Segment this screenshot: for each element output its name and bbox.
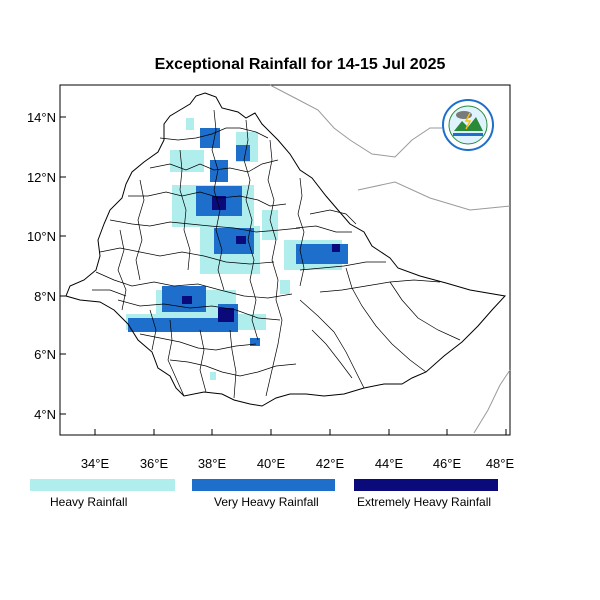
x-tick-label: 46°E [433, 456, 462, 471]
ethiopian-meteorology-institute-logo-icon [442, 99, 494, 151]
neighbor-borders [269, 84, 511, 434]
map-title: Exceptional Rainfall for 14-15 Jul 2025 [154, 56, 446, 73]
y-tick-label: 6°N [34, 347, 56, 362]
x-tick-label: 34°E [81, 456, 110, 471]
x-tick-label: 48°E [486, 456, 515, 471]
x-tick-label: 40°E [257, 456, 286, 471]
y-axis: 14°N 12°N 10°N 8°N 6°N 4°N [27, 110, 66, 422]
rainfall-very-heavy-cells [128, 128, 348, 346]
y-tick-label: 10°N [27, 229, 56, 244]
x-tick-label: 38°E [198, 456, 227, 471]
legend-label-very-heavy: Very Heavy Rainfall [214, 495, 319, 509]
rainfall-extreme-cells [182, 196, 340, 322]
y-tick-label: 12°N [27, 170, 56, 185]
y-tick-label: 8°N [34, 289, 56, 304]
legend-label-extreme: Extremely Heavy Rainfall [357, 495, 492, 509]
x-tick-label: 36°E [140, 456, 169, 471]
y-tick-label: 4°N [34, 407, 56, 422]
zone-borders [92, 109, 461, 399]
ethiopia-boundary [65, 92, 506, 407]
legend-swatch-very-heavy [192, 479, 335, 491]
x-tick-label: 44°E [375, 456, 404, 471]
y-tick-label: 14°N [27, 110, 56, 125]
legend-swatch-extreme [354, 479, 498, 491]
x-axis: 34°E 36°E 38°E 40°E 42°E 44°E 46°E 48°E [81, 429, 515, 471]
legend-swatch-heavy [30, 479, 175, 491]
map-frame [59, 84, 511, 436]
x-tick-label: 42°E [316, 456, 345, 471]
legend-label-heavy: Heavy Rainfall [50, 495, 128, 509]
